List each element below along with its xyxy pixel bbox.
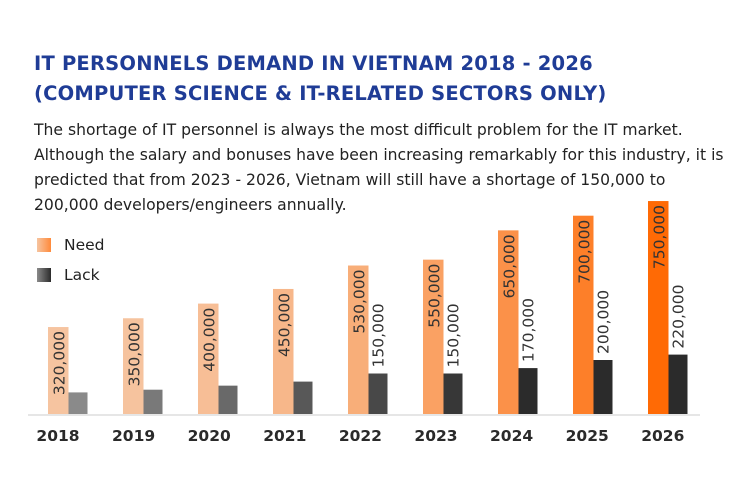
data-label-need-2023: 550,000 <box>426 264 444 328</box>
x-tick-label-2024: 2024 <box>490 427 533 445</box>
legend-label-lack: Lack <box>64 266 100 284</box>
data-label-need-2025: 700,000 <box>576 220 594 284</box>
x-tick-label-2019: 2019 <box>112 427 155 445</box>
chart-title: IT PERSONNELS DEMAND IN VIETNAM 2018 - 2… <box>34 52 593 75</box>
legend-swatch-lack <box>37 268 51 282</box>
chart-subtitle: (COMPUTER SCIENCE & IT-RELATED SECTORS O… <box>34 82 607 105</box>
bar-lack-2018 <box>68 392 88 414</box>
bar-need-2019 <box>123 318 144 414</box>
bar-need-2022 <box>348 265 369 414</box>
bar-need-2018 <box>48 327 69 414</box>
x-tick-label-2020: 2020 <box>188 427 231 445</box>
data-label-need-2020: 400,000 <box>201 308 219 372</box>
data-label-need-2024: 650,000 <box>501 234 519 298</box>
bar-lack-2025 <box>593 360 613 414</box>
data-label-lack-2026: 220,000 <box>670 284 688 348</box>
bar-lack-2022 <box>368 373 388 414</box>
bar-need-2023 <box>423 259 444 414</box>
data-label-need-2026: 750,000 <box>651 205 669 269</box>
bar-lack-2021 <box>293 381 313 414</box>
legend-swatch-need <box>37 238 51 252</box>
bar-need-2025 <box>573 215 594 414</box>
data-label-need-2019: 350,000 <box>126 322 144 386</box>
data-label-lack-2024: 170,000 <box>520 298 538 362</box>
data-label-need-2018: 320,000 <box>51 331 69 395</box>
data-label-lack-2023: 150,000 <box>445 303 463 367</box>
bar-need-2024 <box>498 230 519 414</box>
bar-lack-2024 <box>518 368 538 414</box>
x-tick-label-2018: 2018 <box>36 427 79 445</box>
data-label-need-2022: 530,000 <box>351 270 369 334</box>
data-label-lack-2025: 200,000 <box>595 290 613 354</box>
x-tick-label-2022: 2022 <box>339 427 382 445</box>
legend-label-need: Need <box>64 236 105 254</box>
bar-lack-2026 <box>668 354 688 414</box>
x-tick-label-2023: 2023 <box>414 427 457 445</box>
bar-need-2021 <box>273 288 294 414</box>
bar-lack-2020 <box>218 385 238 414</box>
data-label-lack-2022: 150,000 <box>370 303 388 367</box>
x-tick-label-2026: 2026 <box>641 427 684 445</box>
chart-description: The shortage of IT personnel is always t… <box>34 121 724 214</box>
bar-need-2020 <box>198 303 219 414</box>
x-tick-label-2025: 2025 <box>566 427 609 445</box>
bar-lack-2019 <box>143 389 163 414</box>
x-tick-label-2021: 2021 <box>263 427 306 445</box>
data-label-need-2021: 450,000 <box>276 293 294 357</box>
legend-item-need: Need <box>37 236 105 254</box>
bar-need-2026 <box>648 201 669 414</box>
bar-lack-2023 <box>443 373 463 414</box>
legend-item-lack: Lack <box>37 266 100 284</box>
